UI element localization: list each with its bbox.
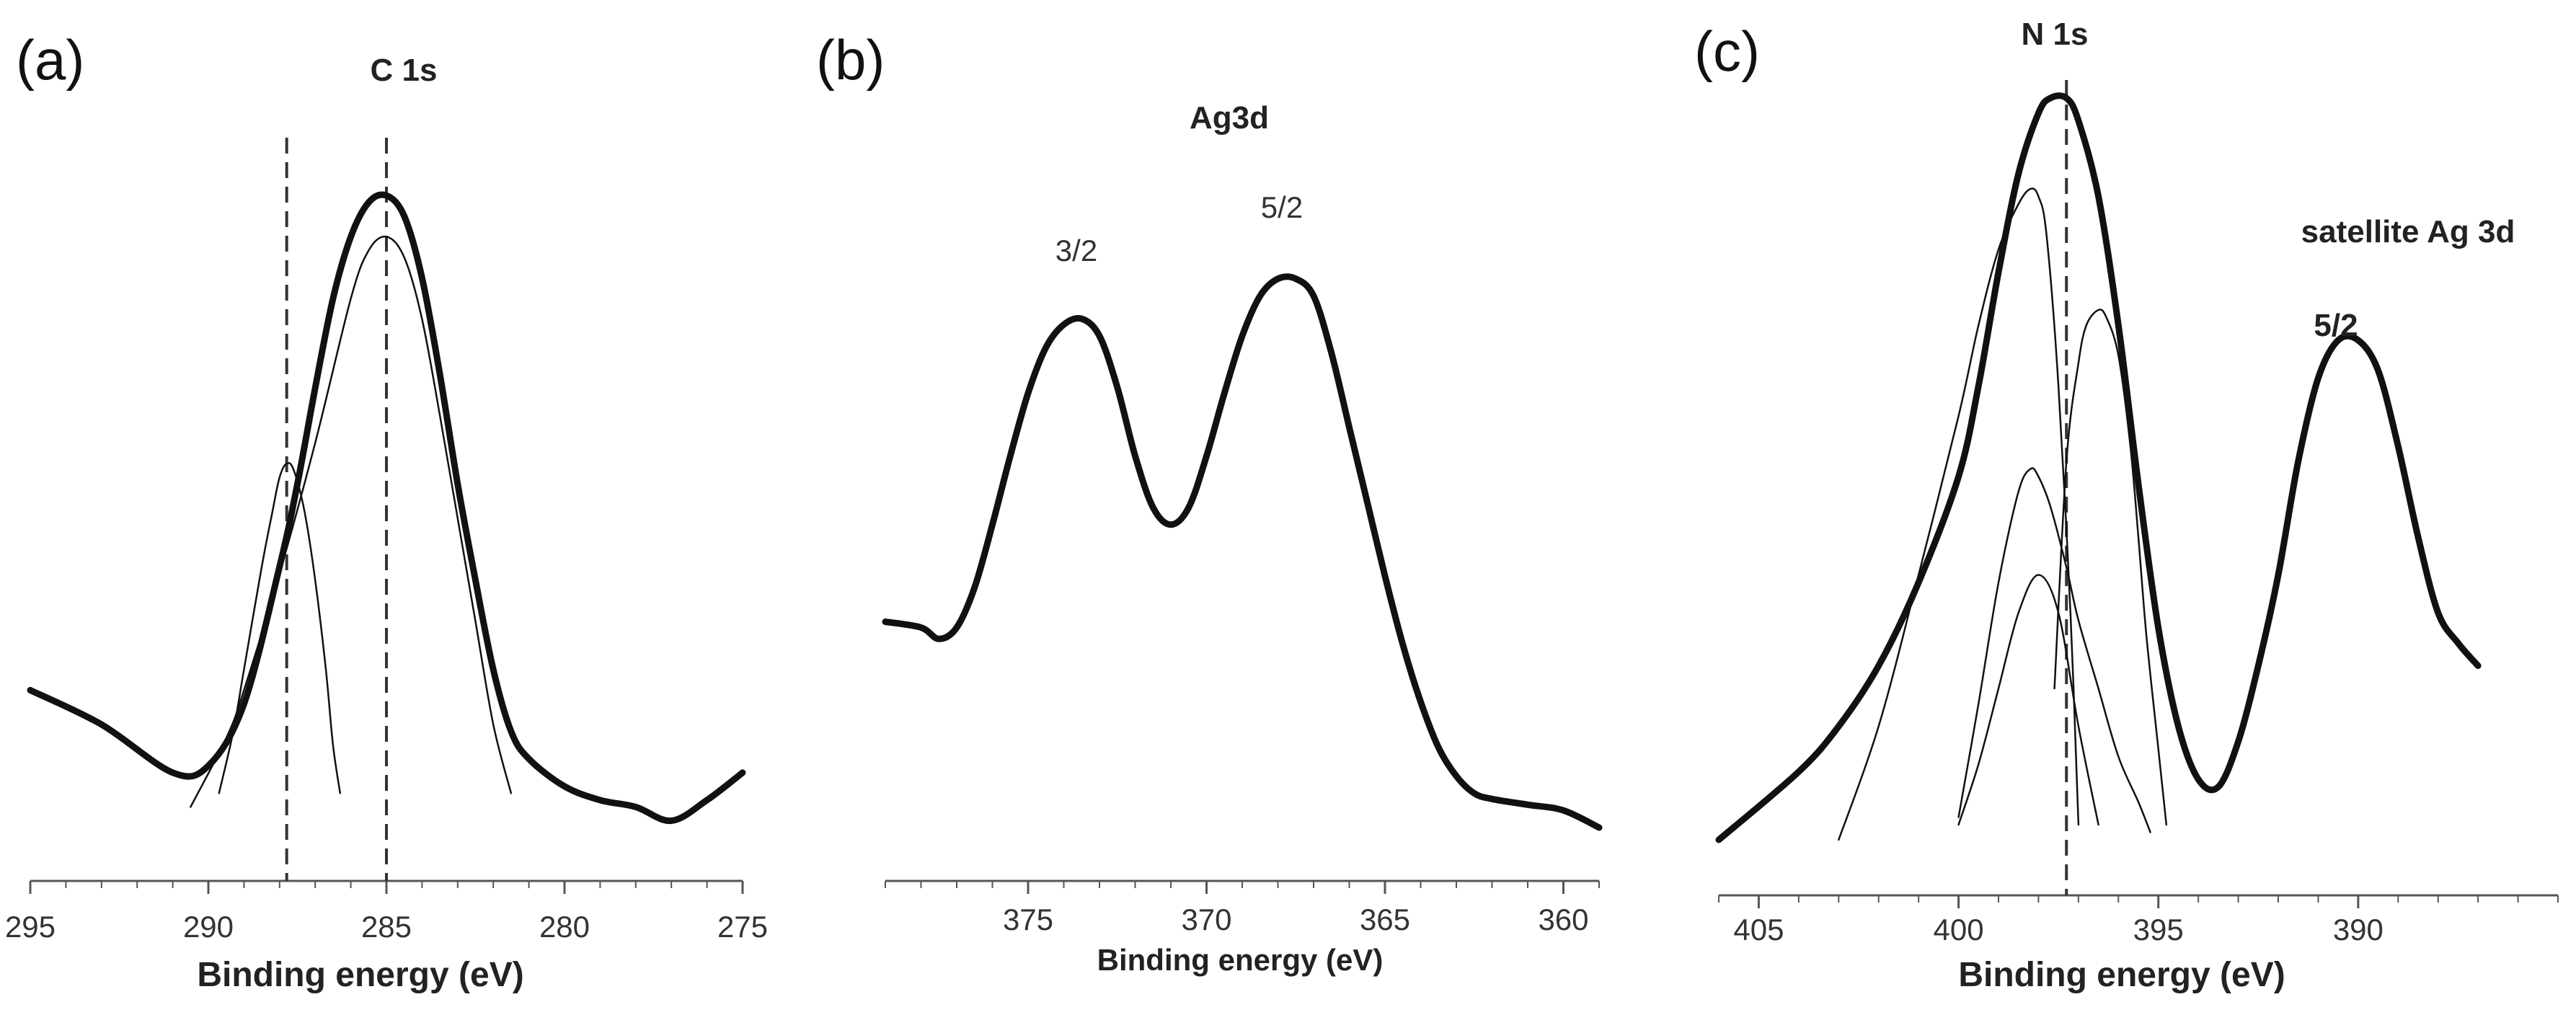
tick-label: 405 bbox=[1733, 913, 1784, 947]
panel-a-ticks: 295 290 285 280 275 bbox=[5, 881, 768, 944]
panel-c-series bbox=[1715, 92, 2482, 843]
panel-a-x-label: Binding energy (eV) bbox=[197, 956, 523, 994]
panel-b-series bbox=[882, 273, 1603, 831]
panel-b: (b) Ag3d 375 370 365 360 3/2 5/2 Binding en… bbox=[816, 28, 1603, 977]
tick-label: 280 bbox=[539, 910, 590, 944]
series-line-ag-3d bbox=[882, 273, 1603, 831]
panel-b-title: Ag3d bbox=[1190, 100, 1269, 136]
panel-c: (c) N 1s 405 400 395 390 satellite Ag 3d 5/… bbox=[1694, 17, 2559, 994]
tick-label: 365 bbox=[1360, 903, 1410, 936]
tick-label: 285 bbox=[361, 910, 412, 944]
tick-label: 360 bbox=[1538, 903, 1588, 936]
tick-label: 375 bbox=[1003, 903, 1053, 936]
panel-a: (a) C 1s 295 290 285 280 275 Binding energy … bbox=[5, 28, 768, 994]
tick-label: 295 bbox=[5, 910, 56, 944]
panel-c-x-label: Binding energy (eV) bbox=[1958, 956, 2285, 994]
peak-label-3-2: 3/2 bbox=[1055, 234, 1097, 267]
panel-a-marker-lines bbox=[285, 138, 388, 881]
panel-a-series bbox=[27, 191, 746, 825]
tick-label: 395 bbox=[2133, 913, 2184, 947]
panel-label-c: (c) bbox=[1694, 19, 1760, 83]
series-line-envelope bbox=[1715, 92, 2482, 843]
panel-label-a: (a) bbox=[16, 28, 84, 92]
series-line-component-285-0-ev bbox=[190, 235, 513, 808]
series-line-component-c bbox=[1957, 467, 2151, 833]
series-line-component-287-8-ev bbox=[218, 461, 342, 794]
tick-label: 400 bbox=[1934, 913, 1984, 947]
panel-label-b: (b) bbox=[816, 28, 885, 92]
tick-label: 275 bbox=[717, 910, 768, 944]
series-line-envelope bbox=[27, 191, 746, 825]
satellite-label: satellite Ag 3d bbox=[2301, 214, 2515, 249]
tick-label: 290 bbox=[183, 910, 234, 944]
panel-a-title: C 1s bbox=[371, 53, 438, 88]
peak-label-5-2: 5/2 bbox=[1261, 190, 1303, 224]
series-line-component-d bbox=[1957, 574, 2099, 826]
panel-c-title: N 1s bbox=[2022, 17, 2089, 52]
tick-label: 370 bbox=[1181, 903, 1231, 936]
tick-label: 390 bbox=[2333, 913, 2384, 947]
satellite-5-2-label: 5/2 bbox=[2314, 308, 2358, 343]
series-line-component-b bbox=[2053, 309, 2168, 826]
panel-b-x-label: Binding energy (eV) bbox=[1097, 943, 1384, 977]
panel-b-ticks: 375 370 365 360 bbox=[885, 881, 1600, 936]
series-line-component-a bbox=[1838, 187, 2080, 841]
panel-c-ticks: 405 400 395 390 bbox=[1718, 895, 2559, 947]
